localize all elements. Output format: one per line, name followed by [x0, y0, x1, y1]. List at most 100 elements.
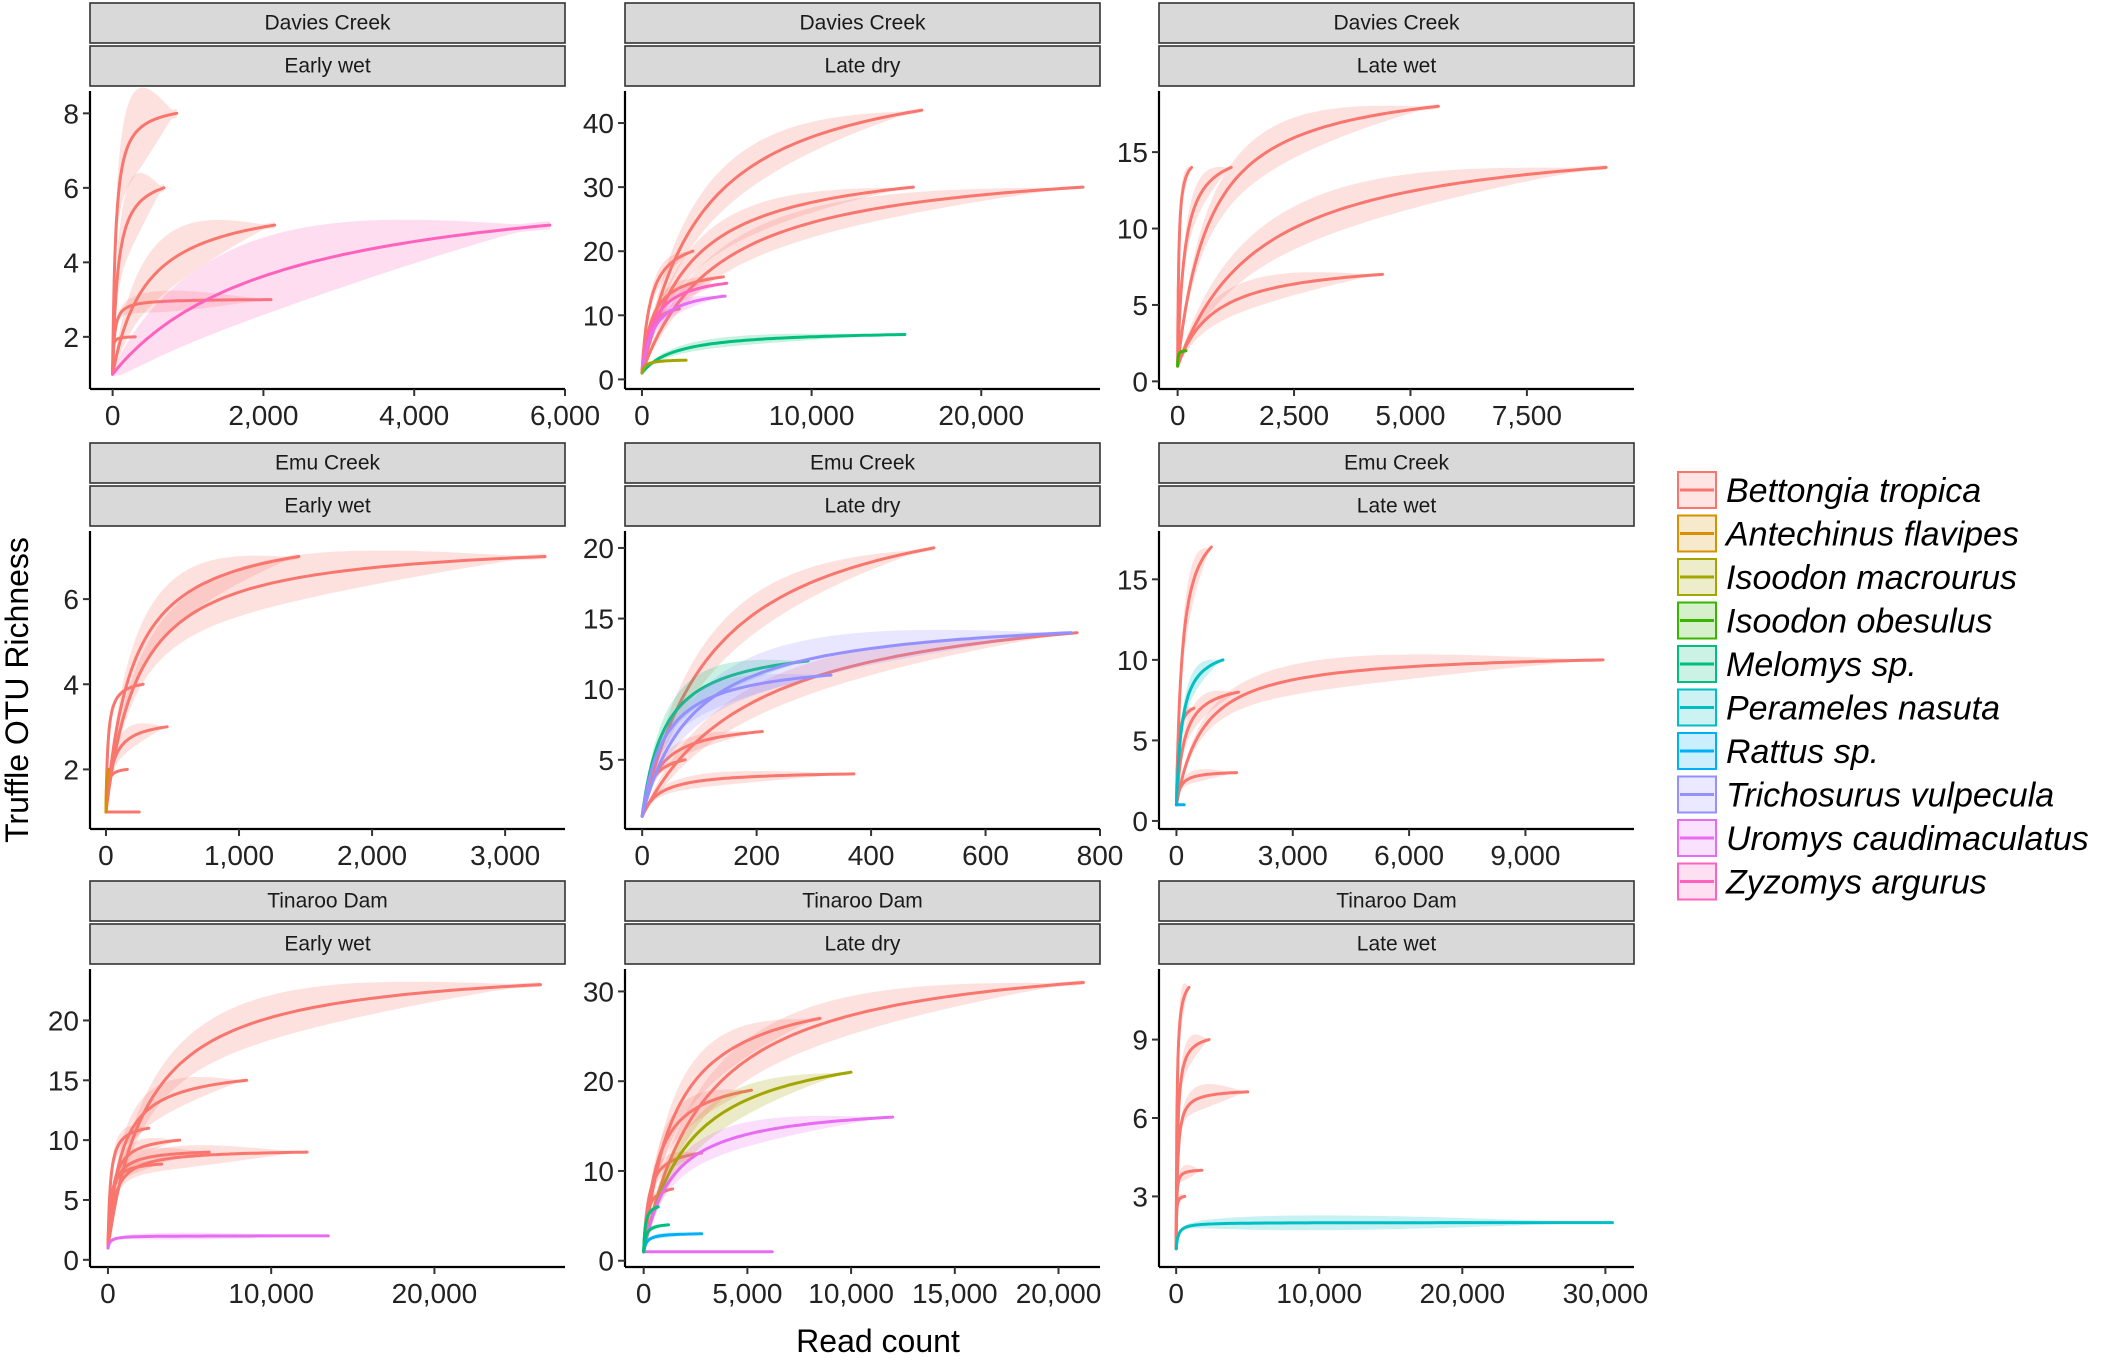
- legend-label: Melomys sp.: [1726, 646, 1917, 684]
- x-tick-label: 0: [1170, 400, 1186, 431]
- x-tick-label: 800: [1077, 840, 1124, 871]
- curve-bettongia-tropica: [640, 631, 1079, 818]
- strip-site: [1158, 2, 1635, 44]
- x-tick-label: 6,000: [1374, 840, 1444, 871]
- curve-bettongia-tropica: [106, 1150, 309, 1250]
- x-tick-label: 2,000: [337, 840, 407, 871]
- legend-label: Bettongia tropica: [1726, 472, 1981, 510]
- ci-band-bettongia-tropica: [112, 172, 164, 375]
- strip-season-label: Late wet: [1357, 55, 1437, 78]
- legend-item-uromys-caudimaculatus: Uromys caudimaculatus: [1677, 819, 2089, 858]
- curve-bettongia-tropica: [1174, 1038, 1211, 1251]
- facet-davies-creek-late-wet: Davies Creek Late wet 0 5 10 15 0 2,500 5,000 7,5…: [1117, 2, 1635, 431]
- ci-band-bettongia-tropica: [106, 550, 545, 812]
- curve-perameles-nasuta: [1174, 658, 1225, 807]
- curves: [1174, 983, 1614, 1251]
- curve-bettongia-tropica: [1176, 272, 1384, 368]
- curve-uromys-caudimaculatus: [640, 294, 727, 375]
- curve-uromys-caudimaculatus: [106, 1234, 330, 1250]
- y-tick-label: 20: [583, 236, 614, 267]
- strip-season: [624, 485, 1101, 527]
- legend-label: Rattus sp.: [1726, 733, 1879, 771]
- facet-emu-creek-early-wet: Emu Creek Early wet 2 4 6 0 1,000 2,000 3,000: [63, 442, 566, 871]
- y-tick-label: 10: [583, 300, 614, 331]
- y-tick-label: 4: [63, 669, 79, 700]
- ci-band-zyzomys-argurus: [642, 282, 727, 373]
- y-tick-label: 15: [1117, 137, 1148, 168]
- y-tick-label: 0: [598, 364, 614, 395]
- ci-band-uromys-caudimaculatus: [642, 295, 726, 373]
- y-tick-label: 2: [63, 322, 79, 353]
- strip-site-label: Emu Creek: [275, 452, 381, 475]
- ci-band-zyzomys-argurus: [112, 219, 550, 376]
- ci-band-bettongia-tropica: [1177, 272, 1383, 367]
- strip-season: [624, 923, 1101, 965]
- curve-melomys-sp: [640, 333, 907, 375]
- curve-bettongia-tropica: [1174, 771, 1239, 807]
- strip-season-label: Late wet: [1357, 495, 1437, 518]
- ci-band-bettongia-tropica: [642, 185, 914, 373]
- y-tick-label: 20: [583, 533, 614, 564]
- facet-tinaroo-dam-early-wet: Tinaroo Dam Early wet 0 5 10 15 20 0 10,000 20,00…: [48, 880, 566, 1309]
- ci-band-bettongia-tropica: [112, 87, 177, 375]
- strip-site-label: Tinaroo Dam: [1336, 890, 1457, 913]
- y-tick-label: 5: [1132, 290, 1148, 321]
- strip-season: [89, 45, 566, 87]
- curve-bettongia-tropica: [1176, 165, 1194, 368]
- legend-label: Isoodon macrourus: [1726, 559, 2017, 597]
- curves: [640, 545, 1079, 818]
- x-tick-label: 20,000: [392, 1278, 478, 1309]
- strip-season: [1158, 923, 1635, 965]
- ci-band-bettongia-tropica: [643, 980, 1084, 1252]
- curves: [642, 980, 1085, 1254]
- x-tick-label: 200: [733, 840, 780, 871]
- curve-antechinus-flavipes: [104, 767, 111, 814]
- curve-bettongia-tropica: [111, 111, 179, 376]
- x-tick-label: 5,000: [1375, 400, 1445, 431]
- ci-band-bettongia-tropica: [642, 759, 686, 817]
- ci-band-bettongia-tropica: [642, 730, 763, 817]
- curve-isoodon-obesulus: [1176, 349, 1188, 368]
- strip-site: [89, 880, 566, 922]
- x-tick-label: 4,000: [379, 400, 449, 431]
- curve-melomys-sp: [642, 1205, 660, 1254]
- strip-season: [89, 923, 566, 965]
- facet-tinaroo-dam-late-dry: Tinaroo Dam Late dry 0 10 20 30 0 5,000 10,000 15…: [583, 880, 1101, 1309]
- x-tick-label: 2,500: [1259, 400, 1329, 431]
- y-tick-label: 6: [63, 584, 79, 615]
- curves: [106, 981, 542, 1250]
- curve-bettongia-tropica: [1176, 165, 1608, 368]
- strip-site: [1158, 442, 1635, 484]
- ci-band-bettongia-tropica: [106, 554, 299, 812]
- ci-band-bettongia-tropica: [108, 1138, 180, 1248]
- y-tick-label: 10: [583, 674, 614, 705]
- x-tick-label: 15,000: [912, 1278, 998, 1309]
- facet-davies-creek-late-dry: Davies Creek Late dry 0 10 20 30 40 0 10,000 20,0…: [583, 2, 1101, 431]
- curve-bettongia-tropica: [640, 185, 1085, 375]
- curve-bettongia-tropica: [104, 555, 301, 814]
- y-tick-label: 6: [1132, 1103, 1148, 1134]
- facet-emu-creek-late-wet: Emu Creek Late wet 0 5 10 15 0 3,000 6,000 9,000: [1117, 442, 1635, 871]
- y-tick-label: 10: [1117, 214, 1148, 245]
- curve-bettongia-tropica: [111, 298, 273, 376]
- strip-site-label: Emu Creek: [1344, 452, 1450, 475]
- x-tick-label: 600: [962, 840, 1009, 871]
- strip-season: [624, 45, 1101, 87]
- curve-bettongia-tropica: [106, 1162, 164, 1250]
- y-tick-label: 10: [48, 1125, 79, 1156]
- ci-band-bettongia-tropica: [642, 185, 1083, 373]
- curve-bettongia-tropica: [1176, 165, 1233, 368]
- ci-band-bettongia-tropica: [642, 545, 934, 817]
- ci-band-bettongia-tropica: [108, 1145, 308, 1248]
- curve-bettongia-tropica: [104, 555, 547, 814]
- legend-label: Uromys caudimaculatus: [1726, 820, 2089, 858]
- x-tick-label: 5,000: [712, 1278, 782, 1309]
- x-tick-label: 0: [100, 1278, 116, 1309]
- ci-band-bettongia-tropica: [642, 108, 922, 373]
- curve-perameles-nasuta: [1174, 1221, 1614, 1251]
- ci-band-isoodon-macrourus: [643, 1070, 852, 1252]
- y-tick-label: 15: [583, 604, 614, 635]
- curve-melomys-sp: [640, 659, 810, 818]
